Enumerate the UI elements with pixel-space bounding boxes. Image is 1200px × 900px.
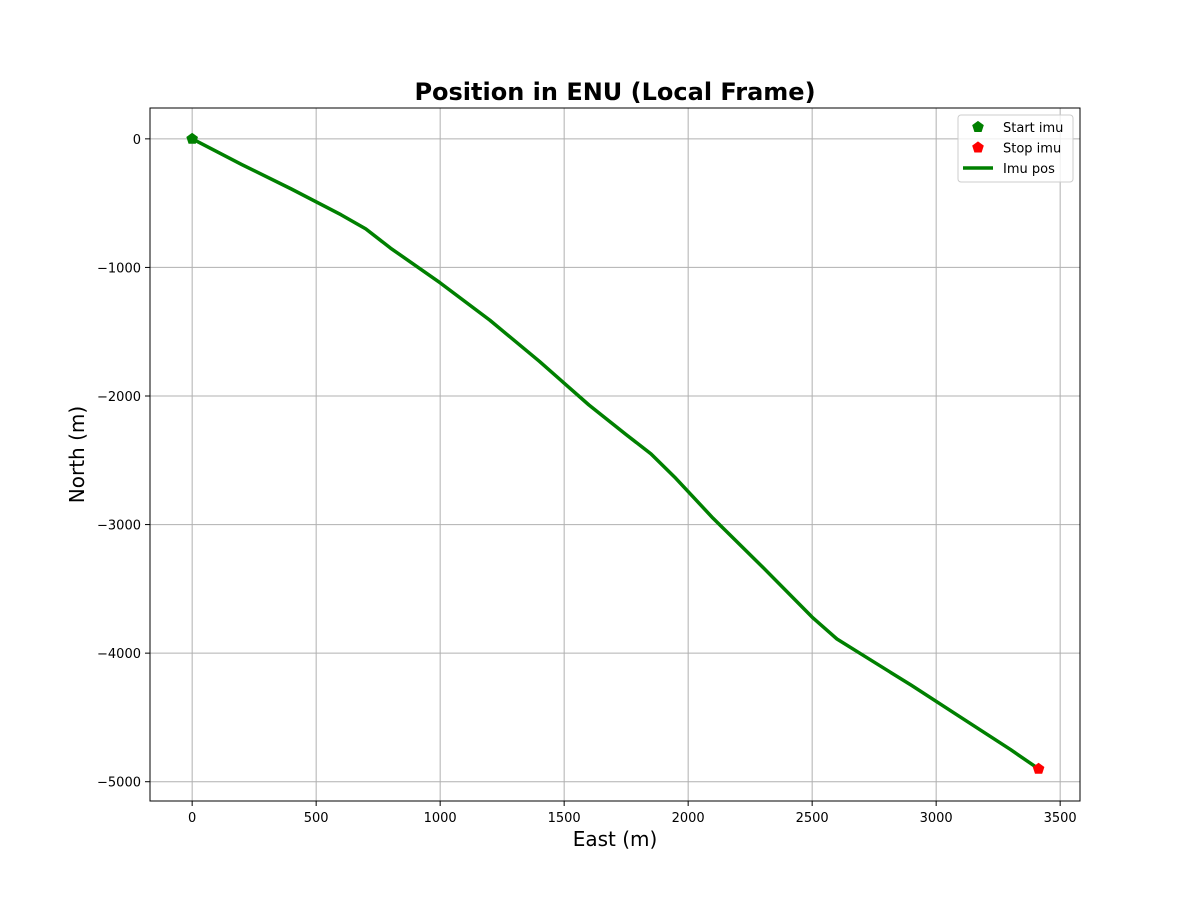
x-tick-label: 2000 bbox=[672, 811, 705, 826]
y-tick-label: −3000 bbox=[97, 519, 141, 534]
x-tick-label: 3500 bbox=[1044, 811, 1077, 826]
y-axis-label: North (m) bbox=[65, 406, 89, 503]
legend: Start imu Stop imu Imu pos bbox=[957, 114, 1074, 183]
marker-stop-imu bbox=[1032, 762, 1045, 774]
legend-label: Imu pos bbox=[1003, 162, 1055, 177]
y-tick-label: −4000 bbox=[97, 647, 141, 662]
legend-marker bbox=[972, 141, 984, 153]
x-tick-label: 2500 bbox=[796, 811, 829, 826]
legend-marker bbox=[972, 120, 984, 132]
y-tick-label: −1000 bbox=[97, 261, 141, 276]
x-axis-label: East (m) bbox=[573, 827, 658, 851]
plot-frame bbox=[149, 107, 1081, 802]
x-tick-label: 1500 bbox=[548, 811, 581, 826]
x-tick-label: 3000 bbox=[920, 811, 953, 826]
grid-layer bbox=[150, 108, 1080, 801]
legend-box bbox=[957, 114, 1074, 183]
x-tick-label: 0 bbox=[188, 811, 196, 826]
y-tick-label: −5000 bbox=[97, 776, 141, 791]
x-tick-label: 500 bbox=[304, 811, 329, 826]
tick-layer: 0 500 1000 1500 2000 2500 3000 3500 0 −1000 −2000 −… bbox=[97, 133, 1077, 826]
data-layer bbox=[186, 132, 1045, 774]
chart-title: Position in ENU (Local Frame) bbox=[414, 78, 815, 106]
x-tick-label: 1000 bbox=[424, 811, 457, 826]
y-tick-label: −2000 bbox=[97, 390, 141, 405]
legend-label: Stop imu bbox=[1003, 142, 1061, 157]
y-tick-label: 0 bbox=[133, 133, 141, 148]
marker-start-imu bbox=[186, 132, 198, 144]
series-line-imu-pos bbox=[190, 137, 1041, 771]
legend-label: Start imu bbox=[1003, 121, 1063, 136]
